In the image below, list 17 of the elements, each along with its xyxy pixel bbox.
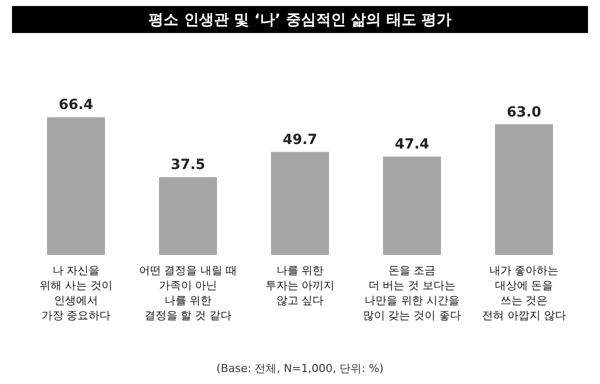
bar: [159, 177, 217, 255]
x-tick-label: 나 자신을 위해 사는 것이 인생에서 가장 중요하다: [40, 264, 112, 322]
bar: [47, 117, 105, 255]
x-tick-label: 돈을 조금 더 버는 것 보다는 나만을 위한 시간을 많이 갖는 것이 좋다: [362, 264, 462, 322]
data-label: 66.4: [58, 97, 94, 114]
data-label: 37.5: [170, 157, 206, 174]
x-tick-label: 나를 위한 투자는 아끼지 않고 싶다: [265, 264, 335, 307]
bar: [383, 156, 441, 255]
data-label: 63.0: [506, 104, 542, 120]
data-label: 49.7: [282, 132, 318, 148]
chart-title: 평소 인생관 및 ‘나’ 중심적인 삶의 태도 평가: [148, 10, 452, 28]
bar: [271, 152, 329, 255]
data-label: 47.4: [394, 136, 430, 153]
bar: [495, 124, 553, 255]
text: (Base: 전체, N=1,000, 단위: %): [216, 362, 384, 375]
x-tick-label: 어떤 결정을 내릴 때 가족이 아닌 나를 위한 결정을 할 것 같다: [138, 264, 238, 322]
x-tick-label: 내가 좋아하는 대상에 돈을 쓰는 것은 전혀 아깝지 않다: [482, 264, 566, 322]
